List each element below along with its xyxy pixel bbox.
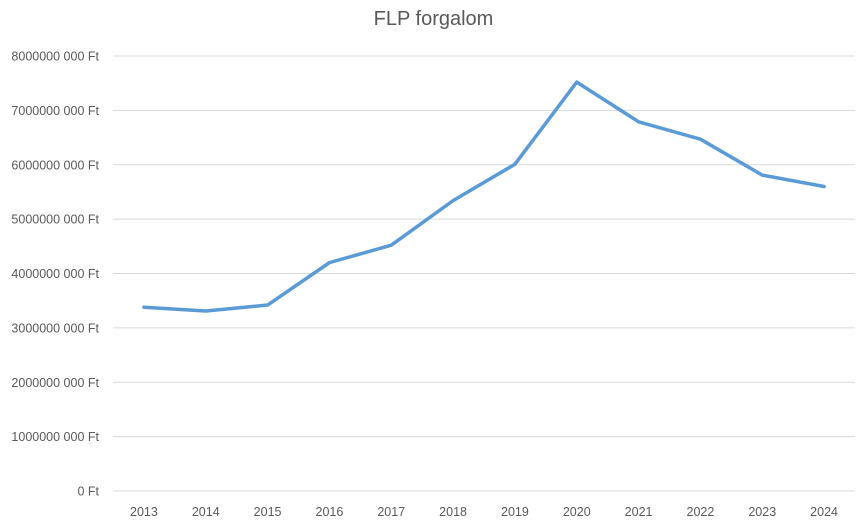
x-tick-label: 2024 xyxy=(810,505,838,519)
data-point xyxy=(760,173,764,177)
x-tick-label: 2013 xyxy=(130,505,158,519)
x-tick-label: 2020 xyxy=(563,505,591,519)
y-tick-label: 8000000 000 Ft xyxy=(11,50,99,64)
data-point xyxy=(266,303,270,307)
series-line xyxy=(142,80,826,313)
x-tick-label: 2016 xyxy=(316,505,344,519)
data-point xyxy=(822,185,826,188)
y-tick-label: 7000000 000 Ft xyxy=(11,104,99,118)
series-layer xyxy=(142,80,826,313)
data-point xyxy=(575,80,579,84)
x-tick-label: 2021 xyxy=(625,505,653,519)
x-tick-label: 2019 xyxy=(501,505,529,519)
y-tick-label: 3000000 000 Ft xyxy=(11,321,99,335)
y-tick-label: 2000000 000 Ft xyxy=(11,376,99,390)
x-tick-label: 2017 xyxy=(377,505,405,519)
y-tick-label: 1000000 000 Ft xyxy=(11,430,99,444)
y-axis-labels: 0 Ft 1000000 000 Ft 2000000 000 Ft 3000000 … xyxy=(11,50,99,499)
y-tick-label: 4000000 000 Ft xyxy=(11,267,99,281)
y-tick-label: 0 Ft xyxy=(77,485,99,499)
y-tick-label: 6000000 000 Ft xyxy=(11,158,99,172)
data-point xyxy=(204,309,208,313)
data-point xyxy=(513,162,517,166)
x-axis-labels: 2013 2014 2015 2016 2017 2018 2019 2020 2021 2022… xyxy=(130,505,838,519)
data-point xyxy=(698,137,702,141)
data-point xyxy=(389,243,393,247)
data-point xyxy=(327,261,331,265)
data-point xyxy=(142,305,146,309)
grid-lines xyxy=(113,55,855,492)
data-point xyxy=(451,199,455,203)
data-point xyxy=(637,120,641,124)
x-tick-label: 2014 xyxy=(192,505,220,519)
x-tick-label: 2022 xyxy=(687,505,715,519)
chart-title: FLP forgalom xyxy=(373,8,494,30)
x-tick-label: 2015 xyxy=(254,505,282,519)
y-tick-label: 5000000 000 Ft xyxy=(11,213,99,227)
x-tick-label: 2018 xyxy=(439,505,467,519)
x-tick-label: 2023 xyxy=(748,505,776,519)
